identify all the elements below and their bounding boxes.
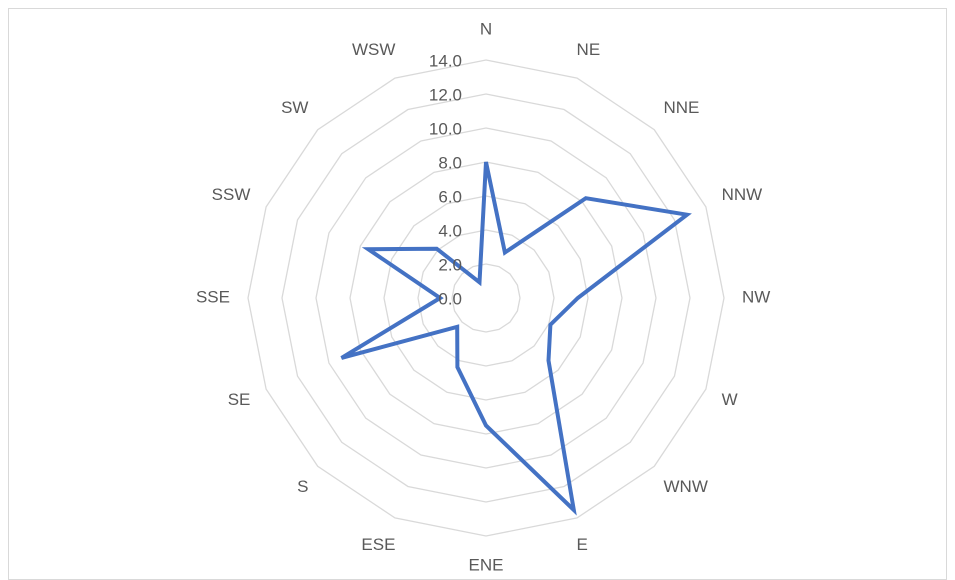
y-tick-label: 2.0 <box>438 255 462 274</box>
category-label: NE <box>577 40 601 59</box>
category-label: NNW <box>722 185 763 204</box>
category-label: SSW <box>212 185 251 204</box>
y-tick-label: 12.0 <box>429 85 462 104</box>
grid-line <box>281 93 691 503</box>
category-label: SSE <box>196 287 230 306</box>
grid-line <box>315 127 657 469</box>
grid-line <box>349 161 623 435</box>
category-label: NW <box>742 287 770 306</box>
y-tick-label: 0.0 <box>438 289 462 308</box>
category-label: WNW <box>664 477 708 496</box>
category-label: NNE <box>664 98 700 117</box>
category-label: W <box>722 390 738 409</box>
category-label: SE <box>228 390 251 409</box>
y-tick-label: 10.0 <box>429 119 462 138</box>
series-line <box>340 161 692 516</box>
y-tick-label: 8.0 <box>438 153 462 172</box>
y-tick-label: 4.0 <box>438 221 462 240</box>
grid-line <box>247 59 725 537</box>
category-label: ENE <box>469 555 504 574</box>
category-label: E <box>577 535 588 554</box>
grid-line <box>417 229 555 367</box>
category-label: ESE <box>361 535 395 554</box>
category-label: SW <box>281 98 308 117</box>
category-label: WSW <box>352 40 395 59</box>
chart-area <box>8 8 947 580</box>
y-tick-label: 6.0 <box>438 187 462 206</box>
grid-line <box>451 263 521 333</box>
category-label: N <box>480 19 492 38</box>
category-label: S <box>297 477 308 496</box>
y-tick-label: 14.0 <box>429 51 462 70</box>
